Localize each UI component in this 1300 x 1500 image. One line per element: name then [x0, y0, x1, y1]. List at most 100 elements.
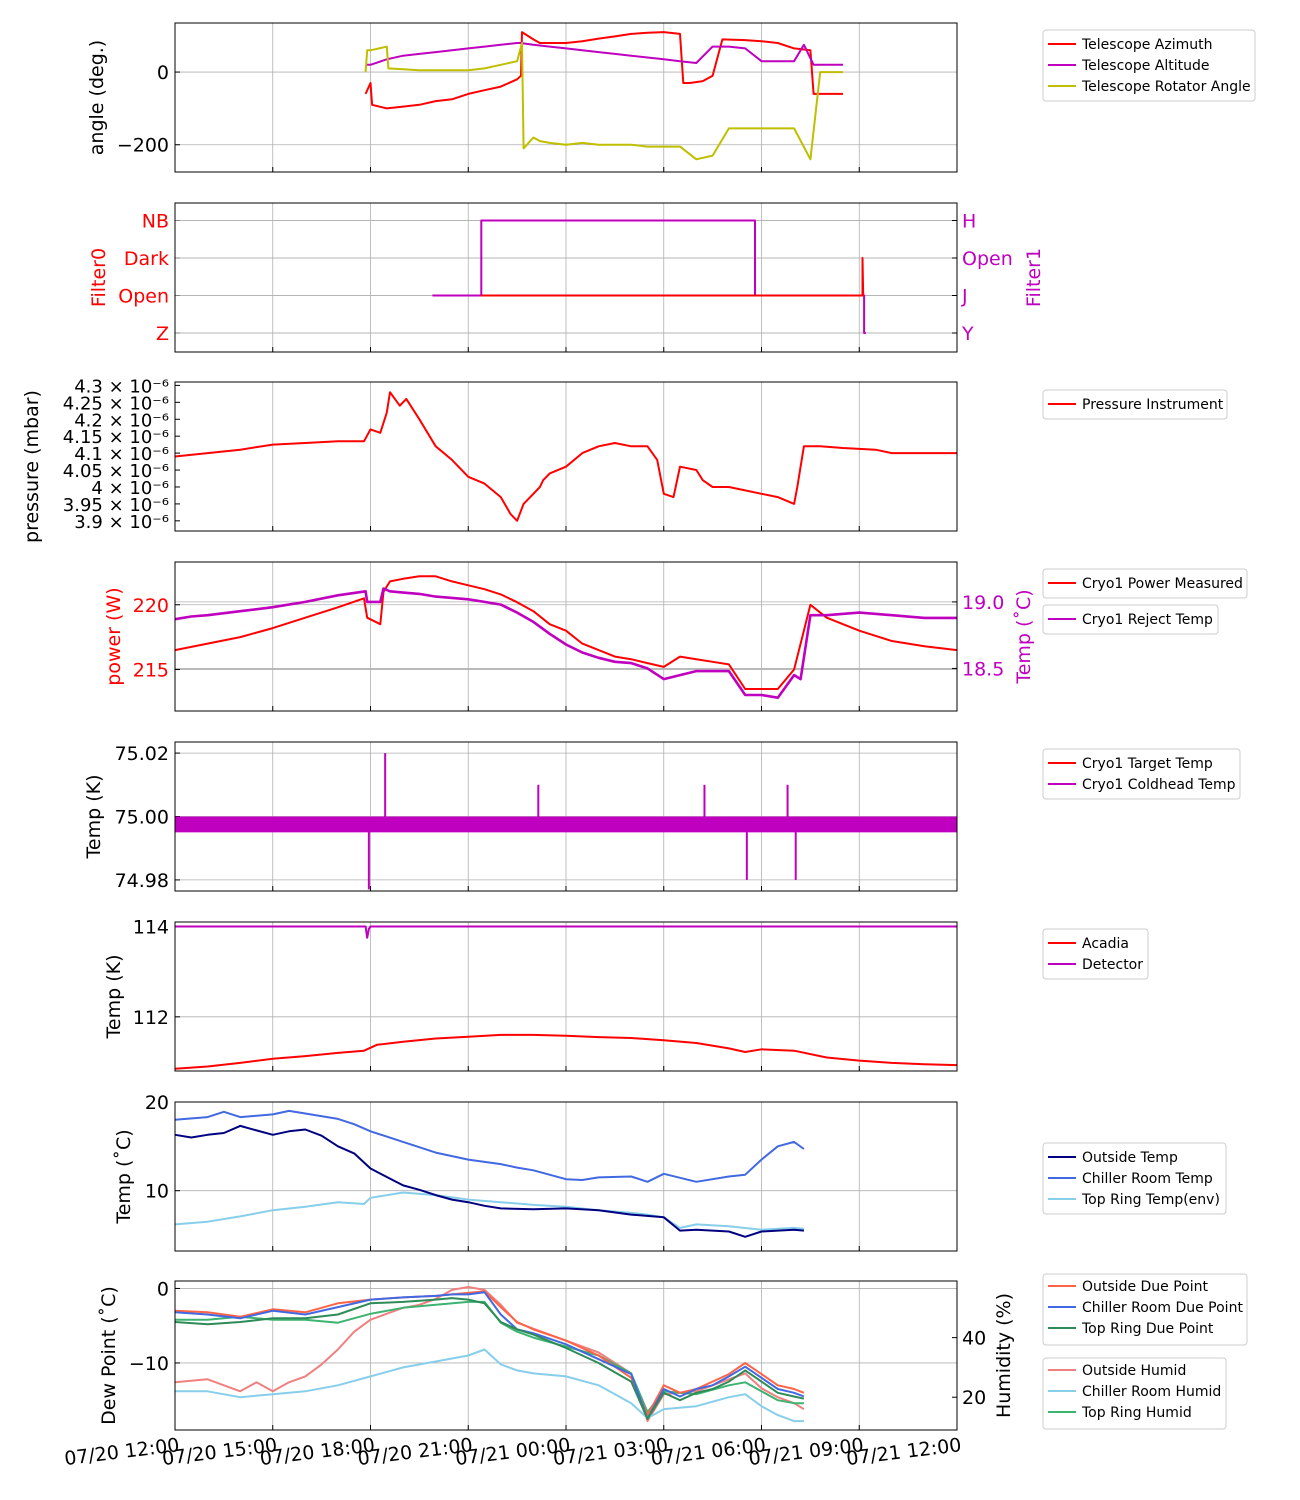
- legend-5-label: Cryo1 Coldhead Temp: [1082, 777, 1236, 793]
- panel-2-tick-label-right: J: [961, 286, 968, 308]
- panel-6-ylabel: Temp (K): [103, 955, 125, 1040]
- panel-7-tick-label: 20: [145, 1092, 169, 1114]
- panel-1-frame: [174, 22, 958, 173]
- panel-7-frame: [174, 1101, 958, 1252]
- legend-1-label: Telescope Rotator Angle: [1081, 79, 1251, 95]
- panel-4-tick-label: 220: [133, 595, 169, 617]
- panel-8-frame: [174, 1280, 958, 1431]
- panel-5-tick-label: 75.02: [115, 743, 169, 765]
- legend-5-label: Cryo1 Target Temp: [1082, 756, 1213, 772]
- legend-3-label: Pressure Instrument: [1082, 397, 1224, 413]
- panel-5-frame: [174, 741, 958, 892]
- panel-4-tick-label: 215: [133, 660, 169, 682]
- panel-6-tick-label: 112: [133, 1007, 169, 1029]
- panel-2-tick-label-right: Open: [962, 248, 1013, 270]
- panel-2-ylabel-right: Filter1: [1023, 248, 1045, 307]
- legend-8-box: [1042, 1357, 1227, 1430]
- panel-3-frame: [174, 381, 958, 532]
- panel-2-tick-label: Open: [118, 286, 169, 308]
- legend-7-label: Chiller Room Temp: [1082, 1171, 1213, 1187]
- panel-4-ylabel-right: Temp (˚C): [1013, 589, 1035, 684]
- panel-8-tick-label: 0: [157, 1278, 169, 1300]
- detector-line: [175, 925, 957, 939]
- panel-2-frame: [174, 202, 958, 353]
- panel-8-tick-label-right: 40: [962, 1328, 986, 1350]
- panel-8-ylabel: Dew Point (˚C): [98, 1286, 120, 1425]
- panel-5-ylabel: Temp (K): [83, 775, 105, 860]
- panel-7-ylabel: Temp (˚C): [113, 1129, 135, 1224]
- legend-8-label: Top Ring Due Point: [1081, 1321, 1214, 1337]
- panel-3-ylabel: pressure (mbar): [21, 390, 43, 543]
- panel-6-frame: [174, 921, 958, 1072]
- series-line-1: [364, 31, 843, 110]
- humidity-line-3: [175, 1300, 804, 1414]
- pressure-line: [174, 391, 957, 522]
- coldhead-temp-band: [175, 816, 957, 833]
- panel-3-tick-label: 4.25 × 10⁻⁶: [63, 393, 169, 414]
- legend-7-label: Outside Temp: [1082, 1150, 1178, 1166]
- panel-3-tick-label: 3.95 × 10⁻⁶: [63, 495, 169, 516]
- series-line-2: [365, 42, 843, 66]
- legend-7-box: [1042, 1142, 1227, 1215]
- panel-1-ylabel: angle (deg.): [86, 40, 108, 155]
- panel-3-tick-label: 3.9 × 10⁻⁶: [74, 512, 169, 533]
- legend-6-label: Acadia: [1082, 936, 1129, 952]
- panel-2-tick-label-right: H: [962, 211, 976, 233]
- env-temp-line-3: [174, 1124, 804, 1238]
- panel-4-ylabel: power (W): [103, 587, 125, 685]
- legend-8-label: Top Ring Humid: [1081, 1405, 1192, 1421]
- panel-3-tick-label: 4.2 × 10⁻⁶: [74, 410, 169, 431]
- panel-8-tick-label-right: 20: [962, 1387, 986, 1409]
- legend-4-box: [1042, 568, 1248, 599]
- cryo1-power-line: [174, 575, 958, 690]
- panel-3-tick-label: 4.1 × 10⁻⁶: [74, 444, 169, 465]
- panel-8-tick-label: −10: [129, 1353, 169, 1375]
- legend-8-box: [1042, 1273, 1248, 1346]
- dewpoint-line-3: [174, 1297, 805, 1420]
- humidity-line-2: [175, 1348, 804, 1423]
- panel-3-tick-label: 4.15 × 10⁻⁶: [63, 427, 169, 448]
- panel-2-tick-label-right: Y: [961, 323, 974, 345]
- legend-4-label: Cryo1 Reject Temp: [1082, 612, 1213, 628]
- legend-4-box: [1042, 604, 1219, 635]
- panel-5-tick-label: 75.00: [115, 807, 169, 829]
- acadia-line: [174, 1033, 958, 1070]
- legend-5-box: [1042, 748, 1241, 800]
- panel-4-frame: [174, 561, 958, 712]
- legend-1-label: Telescope Azimuth: [1081, 37, 1212, 53]
- panel-1-tick-label: −200: [117, 135, 169, 157]
- dewpoint-line-2: [174, 1291, 805, 1420]
- cryo1-reject-temp-line: [174, 587, 957, 700]
- panel-6-tick-label: 114: [133, 917, 169, 939]
- legend-7-label: Top Ring Temp(env): [1081, 1192, 1220, 1208]
- legend-1-label: Telescope Altitude: [1081, 58, 1210, 74]
- legend-8-label: Outside Humid: [1082, 1363, 1186, 1379]
- filter0-line: [481, 257, 865, 297]
- series-line-3: [364, 42, 843, 161]
- panel-2-ylabel: Filter0: [88, 248, 110, 307]
- panel-5-tick-label: 74.98: [115, 870, 169, 892]
- legend-1-box: [1042, 29, 1256, 102]
- legend-8-label: Chiller Room Due Point: [1082, 1300, 1243, 1316]
- legend-6-box: [1042, 928, 1149, 980]
- panel-2-tick-label: NB: [142, 211, 169, 233]
- legend-6-label: Detector: [1082, 957, 1143, 973]
- panel-2-tick-label: Z: [156, 323, 169, 345]
- legend-8-label: Chiller Room Humid: [1082, 1384, 1221, 1400]
- panel-8-ylabel-right: Humidity (%): [993, 1293, 1015, 1418]
- panel-3-tick-label: 4.05 × 10⁻⁶: [63, 461, 169, 482]
- panel-3-tick-label: 4.3 × 10⁻⁶: [74, 376, 169, 397]
- env-temp-line-1: [174, 1191, 804, 1231]
- panel-4-tick-label-right: 19.0: [962, 592, 1004, 614]
- legend-3-box: [1042, 389, 1228, 420]
- panel-1-tick-label: 0: [157, 62, 169, 84]
- panel-2-tick-label: Dark: [124, 248, 169, 270]
- filter1-line: [432, 219, 866, 334]
- legend-8-label: Outside Due Point: [1082, 1279, 1209, 1295]
- panel-3-tick-label: 4 × 10⁻⁶: [91, 478, 169, 499]
- dewpoint-line-1: [174, 1290, 805, 1417]
- env-temp-line-2: [174, 1109, 805, 1183]
- panel-4-tick-label-right: 18.5: [962, 658, 1004, 680]
- panel-7-tick-label: 10: [145, 1181, 169, 1203]
